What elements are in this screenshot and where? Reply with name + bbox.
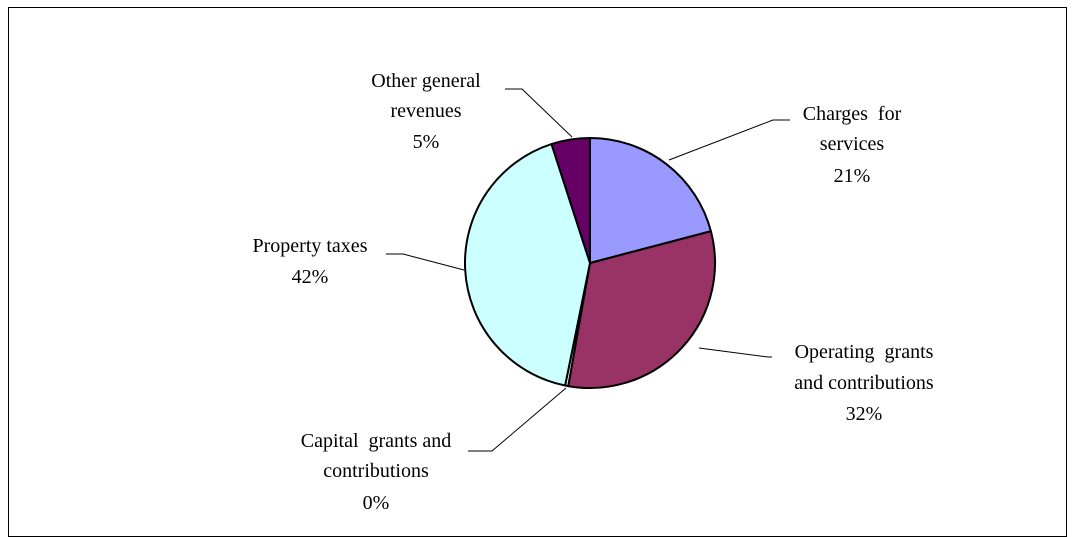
slice-percent-3: 42% [292, 266, 329, 288]
slice-label-4-line-0: Other general [371, 70, 481, 92]
slice-label-2-line-1: contributions [323, 460, 429, 482]
pie-slice-1 [567, 230, 716, 389]
slice-label-4-line-1: revenues [390, 100, 461, 122]
pie-slice-4 [550, 137, 591, 264]
pie-slices [464, 137, 716, 389]
pie-slice-3 [464, 143, 591, 387]
slice-percent-1: 32% [846, 403, 883, 425]
slice-labels: Charges for services 21% Operating grants an… [253, 70, 934, 514]
slice-label-0-line-0: Charges for [803, 103, 902, 125]
slice-label-0-line-1: services [820, 133, 885, 155]
slice-percent-4: 5% [413, 131, 440, 153]
leader-line-2 [468, 387, 567, 452]
leader-line-1 [698, 347, 772, 358]
leader-line-4 [505, 88, 573, 138]
pie-slice-0 [589, 137, 712, 264]
slice-label-1-line-0: Operating grants [795, 341, 934, 363]
slice-label-3-line-0: Property taxes [253, 235, 368, 257]
leader-line-3 [386, 253, 465, 271]
slice-label-1-line-1: and contributions [794, 372, 934, 394]
leader-lines [386, 88, 790, 452]
slice-percent-0: 21% [834, 165, 871, 187]
slice-label-2-line-0: Capital grants and [301, 430, 452, 452]
leader-line-0 [668, 119, 790, 161]
slice-percent-2: 0% [363, 492, 390, 514]
